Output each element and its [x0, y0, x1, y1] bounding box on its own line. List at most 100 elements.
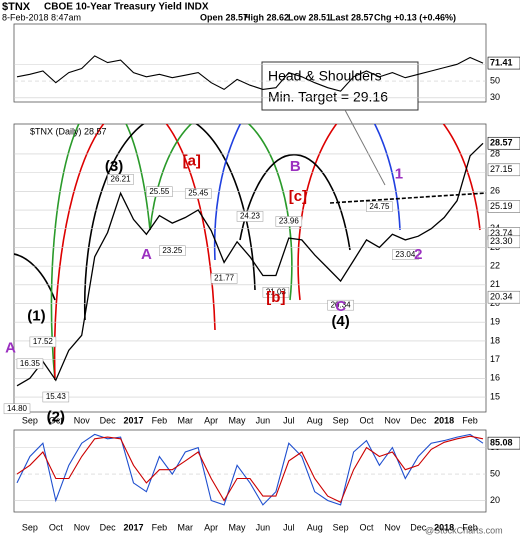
wave-label: A [141, 246, 152, 263]
point-label-box [210, 273, 238, 284]
point-label-box [3, 403, 31, 415]
y-tick-label: 17 [490, 354, 500, 364]
x-tick-label: 2017 [123, 522, 143, 532]
wave-label: (4) [331, 313, 349, 330]
value-tag-label: 85.08 [490, 438, 513, 448]
value-tag-label: 23.30 [490, 236, 513, 246]
wave-label: (2) [47, 409, 65, 426]
point-label: 23.25 [162, 246, 183, 255]
price-panel [13, 123, 487, 413]
x-tick-label: 2018 [434, 415, 454, 425]
point-label-box [42, 391, 70, 403]
point-label-box [159, 245, 186, 257]
value-tag [487, 290, 520, 304]
quote-field: Last 28.57 [330, 12, 374, 22]
legend: $TNX (Daily) 28.57 [30, 126, 107, 136]
y-tick-label: 15 [490, 391, 500, 401]
point-label: 21.03 [266, 287, 287, 296]
x-tick-label: May [229, 415, 247, 425]
value-tag [487, 436, 520, 450]
x-tick-label: Oct [359, 522, 374, 532]
quote-field: Low 28.51 [288, 12, 331, 22]
x-tick-label: Nov [74, 415, 91, 425]
x-tick-label: Feb [462, 415, 478, 425]
point-label: 17.52 [33, 337, 54, 346]
x-tick-label: Dec [410, 415, 427, 425]
x-tick-label: Aug [307, 522, 323, 532]
x-tick-label: Feb [152, 522, 168, 532]
point-label-box [236, 211, 264, 222]
point-label-box [107, 174, 134, 185]
wave-label: (1) [27, 308, 45, 325]
point-label-box [392, 249, 419, 260]
point-label: 14.80 [7, 404, 28, 413]
value-tag [487, 163, 520, 177]
series-line [16, 55, 484, 92]
quote-field: High 28.62 [244, 12, 289, 22]
y-tick-label: 50 [490, 468, 500, 478]
point-label-box [366, 201, 393, 212]
y-tick-label: 22 [490, 261, 500, 271]
series-line [16, 433, 484, 506]
wave-label: [b] [266, 289, 285, 306]
value-tag-label: 20.34 [490, 292, 513, 302]
x-tick-label: Sep [22, 522, 38, 532]
x-tick-label: May [229, 522, 247, 532]
point-label-box [327, 299, 354, 311]
wave-label: B [290, 158, 301, 175]
point-label: 23.04 [395, 250, 416, 259]
series-line [16, 142, 484, 387]
x-tick-label: Oct [359, 415, 374, 425]
x-tick-label: Oct [49, 415, 64, 425]
point-label: 21.77 [214, 274, 235, 283]
x-tick-label: Jul [283, 522, 295, 532]
wave-label: 2 [414, 246, 422, 263]
x-tick-label: Nov [74, 522, 91, 532]
date: 8-Feb-2018 8:47am [2, 12, 81, 22]
point-label-box [146, 186, 173, 197]
point-label: 20.34 [331, 300, 352, 309]
quote-field: Chg +0.13 (+0.46%) [374, 12, 456, 22]
value-tag-label: 28.57 [490, 138, 513, 148]
x-tick-label: Apr [204, 415, 218, 425]
value-tag [487, 136, 520, 150]
y-tick-label: 19 [490, 317, 500, 327]
brand: @StockCharts.com [425, 525, 503, 535]
wave-label: (3) [105, 158, 123, 175]
wave-label: A [5, 339, 16, 356]
point-label-box [262, 287, 290, 298]
value-tag-label: 71.41 [490, 57, 513, 67]
point-label: 16.35 [20, 359, 41, 368]
x-tick-label: Dec [100, 522, 117, 532]
x-tick-label: Feb [152, 415, 168, 425]
quote-field: Open 28.57 [200, 12, 248, 22]
x-tick-label: Aug [307, 415, 323, 425]
annotation-box [261, 61, 419, 111]
x-tick-label: Sep [333, 415, 349, 425]
y-tick-label: 21 [490, 279, 500, 289]
wave-label: [c] [289, 188, 307, 205]
x-tick-label: Apr [204, 522, 218, 532]
point-label-box [29, 336, 57, 348]
x-tick-label: Feb [462, 522, 478, 532]
x-tick-label: Oct [49, 522, 64, 532]
x-tick-label: Dec [410, 522, 427, 532]
y-tick-label: 20 [490, 495, 500, 505]
x-tick-label: Sep [333, 522, 349, 532]
point-label: 25.55 [149, 187, 170, 196]
x-tick-label: 2017 [123, 415, 143, 425]
wave-label: C [335, 298, 346, 315]
series-line [16, 435, 484, 504]
value-tag [487, 56, 520, 70]
annotation: Head & Shoulders [268, 68, 382, 84]
x-tick-label: Sep [22, 415, 38, 425]
instrument-name: CBOE 10-Year Treasury Yield INDX [44, 2, 209, 13]
point-label: 24.23 [240, 212, 261, 221]
x-tick-label: Jun [256, 415, 271, 425]
y-tick-label: 30 [490, 92, 500, 102]
value-tag-label: 23.74 [490, 228, 513, 238]
y-tick-label: 26 [490, 186, 500, 196]
x-tick-label: Mar [178, 415, 194, 425]
point-label: 24.75 [369, 202, 390, 211]
